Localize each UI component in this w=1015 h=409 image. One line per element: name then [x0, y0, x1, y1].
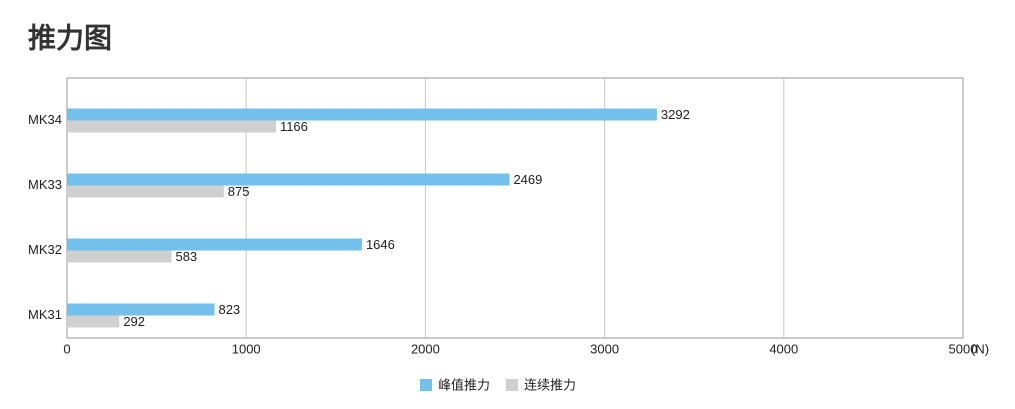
legend-label: 连续推力	[524, 377, 576, 392]
value-label: 2469	[513, 172, 542, 187]
bar	[67, 120, 276, 133]
bar	[67, 173, 510, 186]
x-tick-label: 5000	[949, 341, 978, 356]
x-tick-label: 2000	[411, 341, 440, 356]
value-label: 823	[218, 302, 240, 317]
legend-label: 峰值推力	[438, 377, 490, 392]
bar	[67, 303, 215, 316]
value-label: 875	[228, 184, 250, 199]
y-tick-label: MK31	[28, 307, 62, 322]
value-label: 583	[175, 249, 197, 264]
x-axis-unit: (N)	[971, 341, 989, 356]
value-label: 1166	[280, 119, 308, 134]
bar	[67, 250, 172, 263]
legend-swatch	[420, 379, 432, 391]
x-tick-label: 4000	[769, 341, 798, 356]
value-label: 1646	[366, 237, 395, 252]
bar	[67, 238, 362, 251]
x-tick-label: 1000	[232, 341, 261, 356]
x-tick-label: 3000	[590, 341, 619, 356]
legend-swatch	[506, 379, 519, 391]
y-tick-label: MK33	[28, 177, 62, 192]
y-tick-label: MK34	[28, 112, 62, 127]
value-label: 3292	[661, 107, 690, 122]
y-tick-label: MK32	[28, 242, 62, 257]
bar	[67, 108, 657, 121]
bar	[67, 185, 224, 198]
x-tick-label: 0	[63, 341, 70, 356]
bar	[67, 315, 120, 328]
value-label: 292	[123, 314, 145, 329]
chart-title: 推力图	[28, 22, 112, 53]
plot-border	[66, 77, 964, 339]
